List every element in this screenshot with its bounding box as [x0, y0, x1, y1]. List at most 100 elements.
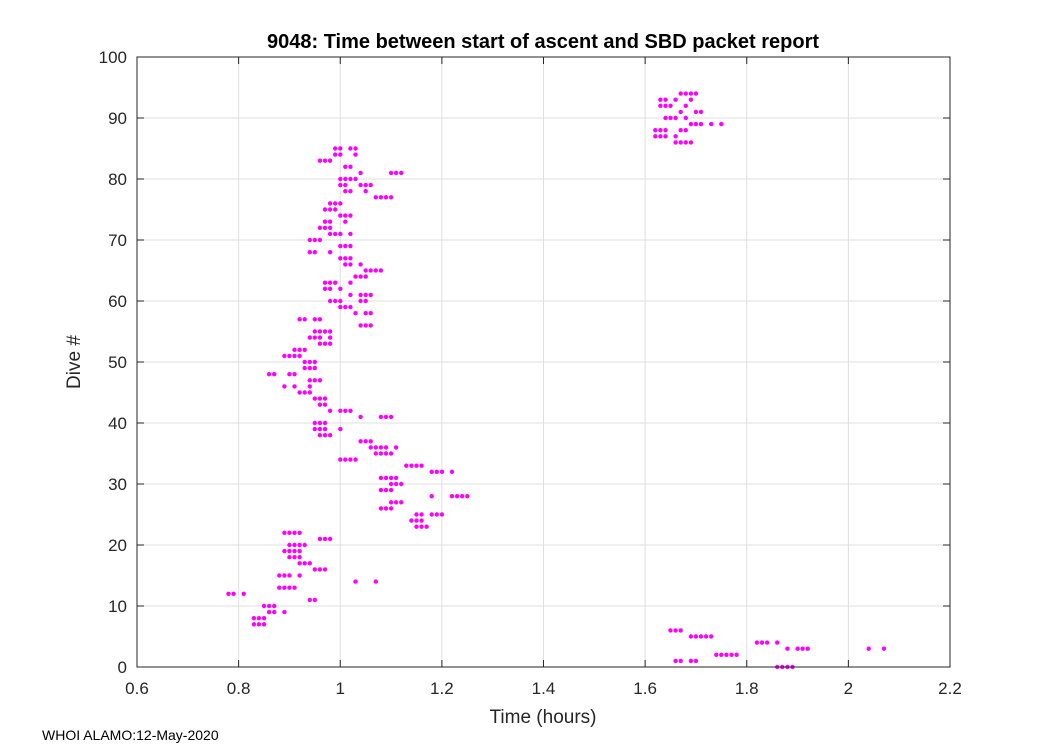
data-point — [292, 548, 297, 554]
data-point — [348, 457, 353, 462]
data-point — [266, 603, 272, 609]
data-point — [378, 414, 384, 420]
data-point — [322, 280, 328, 285]
data-point — [759, 640, 765, 645]
data-point — [338, 176, 343, 182]
data-point — [338, 408, 343, 413]
data-point — [292, 372, 297, 377]
data-point — [272, 372, 277, 377]
data-point — [287, 548, 292, 554]
data-point — [378, 475, 384, 481]
data-point — [317, 335, 323, 340]
data-point — [307, 359, 312, 365]
data-point — [327, 250, 333, 255]
data-point — [282, 585, 287, 590]
data-point — [683, 91, 688, 96]
data-point — [373, 451, 378, 456]
data-point — [399, 481, 404, 487]
data-point — [378, 268, 384, 273]
data-point — [353, 146, 358, 151]
data-point — [714, 652, 719, 657]
data-point — [333, 201, 338, 206]
data-point — [322, 420, 328, 426]
chart-title: 9048: Time between start of ascent and S… — [267, 31, 819, 53]
data-point — [409, 463, 414, 468]
data-point — [348, 243, 353, 249]
data-point — [302, 347, 307, 352]
data-point — [322, 567, 328, 572]
data-point — [251, 616, 257, 621]
data-point — [358, 182, 363, 188]
data-point — [363, 292, 368, 298]
data-point — [348, 262, 353, 267]
y-tick-label: 70 — [108, 231, 127, 250]
data-point — [307, 237, 312, 243]
data-point — [393, 170, 399, 176]
data-point — [292, 353, 297, 359]
data-point — [693, 109, 699, 115]
grid-lines — [136, 56, 951, 668]
data-point — [653, 134, 658, 139]
data-point — [343, 262, 348, 267]
data-point — [277, 585, 282, 590]
data-point — [368, 182, 373, 188]
data-point — [327, 207, 333, 212]
data-point — [256, 622, 262, 627]
data-point — [317, 402, 323, 407]
data-point — [693, 91, 699, 96]
data-point — [449, 469, 455, 474]
data-point — [348, 408, 353, 413]
x-tick-label: 1 — [336, 679, 345, 698]
data-point — [368, 268, 373, 273]
data-point — [297, 542, 302, 548]
x-tick-label: 2 — [844, 679, 853, 698]
data-point — [404, 463, 409, 468]
data-point — [312, 359, 317, 365]
data-point — [688, 121, 694, 127]
data-point — [292, 530, 297, 535]
data-point — [429, 512, 434, 517]
data-point — [358, 414, 363, 420]
data-point — [327, 335, 333, 340]
data-point — [678, 628, 683, 633]
data-point — [388, 481, 394, 487]
footer-credit: WHOI ALAMO:12-May-2020 — [42, 727, 219, 743]
data-point — [353, 579, 358, 584]
data-point — [378, 487, 384, 493]
data-point — [327, 433, 333, 438]
data-point — [414, 518, 419, 523]
data-point — [312, 335, 317, 340]
data-point — [327, 536, 333, 542]
data-point — [348, 164, 353, 169]
data-point — [327, 158, 333, 163]
data-point — [668, 103, 673, 109]
data-point — [338, 298, 343, 304]
data-point — [663, 134, 668, 139]
data-point — [333, 280, 338, 285]
data-point — [287, 573, 292, 578]
data-point — [348, 292, 353, 298]
y-tick-label: 60 — [108, 292, 127, 311]
data-point — [683, 103, 688, 109]
data-point — [322, 536, 328, 542]
data-point — [338, 146, 343, 151]
x-tick-label: 1.6 — [633, 679, 657, 698]
data-point — [327, 219, 333, 224]
data-point — [734, 652, 739, 657]
data-point — [322, 207, 328, 212]
data-point — [287, 585, 292, 590]
data-point — [338, 152, 343, 157]
data-point — [683, 115, 688, 121]
data-point — [343, 189, 348, 194]
data-point — [368, 323, 373, 328]
data-point — [312, 365, 317, 371]
y-tick-label: 50 — [108, 353, 127, 372]
data-point — [307, 365, 312, 371]
data-point — [322, 286, 328, 291]
data-point — [338, 201, 343, 206]
data-point — [460, 494, 465, 499]
data-point — [678, 109, 683, 115]
data-point — [658, 97, 663, 102]
data-point — [317, 536, 323, 542]
data-point — [322, 341, 328, 346]
